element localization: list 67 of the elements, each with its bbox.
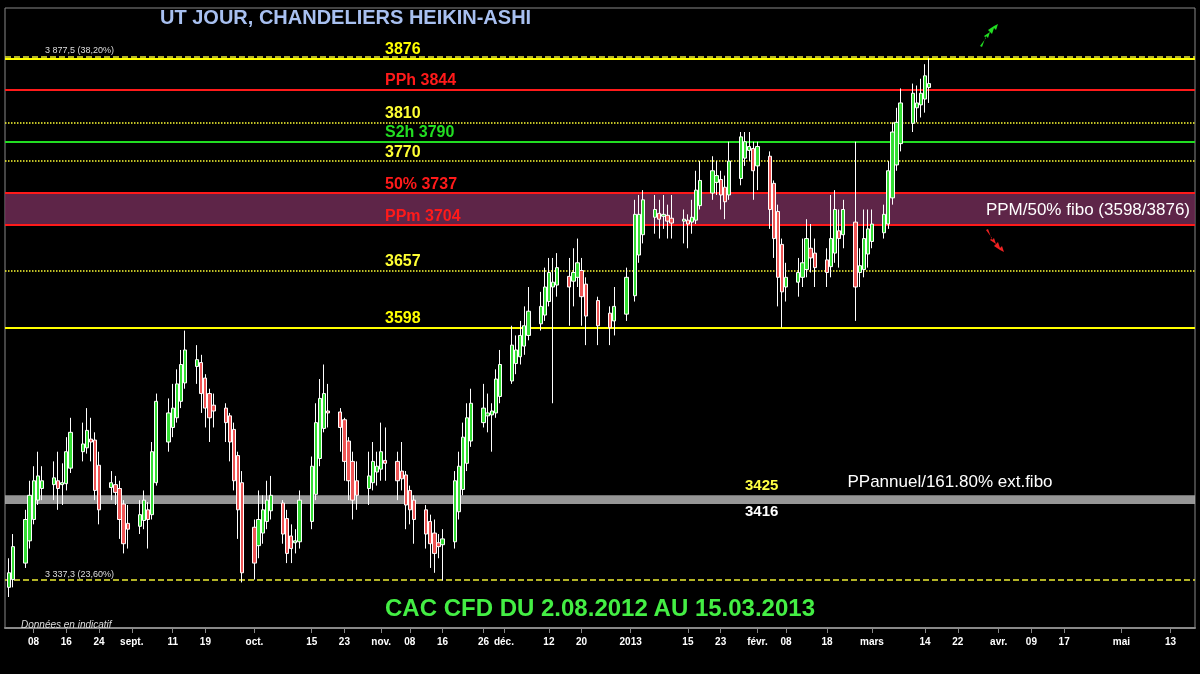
chart-title: UT JOUR, CHANDELIERS HEIKIN-ASHI [160,6,532,28]
x-tick-label: mars [859,635,885,647]
x-tick-label: 15 [682,635,694,647]
ref-line-label: 50% 3737 [385,174,458,192]
candlestick [383,426,387,482]
candlestick [379,422,383,482]
candlestick [624,267,629,322]
band-label: PPM/50% fibo (3598/3876) [985,199,1190,219]
x-tick-label: 20 [576,635,588,647]
candlestick [481,383,486,428]
ref-line-label: 3657 [385,252,421,270]
candlestick [551,257,555,404]
x-tick-label: 24 [93,635,106,647]
candlestick [56,451,60,511]
ref-line-label: PPm 3704 [385,206,461,224]
candlestick [510,325,514,385]
candlestick [682,209,686,244]
x-tick-label: sept. [120,635,144,647]
candlestick [739,131,743,186]
x-tick-label: oct. [245,635,264,647]
ref-line-label: 3 877,5 (38,20%) [45,45,115,56]
x-tick-label: 08 [28,635,40,647]
x-tick-label: 11 [167,635,179,647]
candlestick [710,155,715,201]
x-tick-label: avr. [990,635,1008,647]
x-tick-label: 23 [715,635,727,647]
ref-line-label: PPh 3844 [385,70,457,88]
ref-line-label: 3876 [385,39,421,57]
candlestick [669,194,674,240]
x-tick-label: 19 [199,635,212,647]
ref-line-label: 3810 [385,103,421,121]
x-tick-label: 14 [919,635,932,647]
candlestick [653,194,657,235]
candlestick [911,83,915,133]
x-tick-label: 2013 [619,635,643,647]
x-tick-label: 22 [952,635,964,647]
ref-line-label: 3770 [385,142,421,160]
x-tick-label: déc. [493,635,515,647]
x-tick-label: 09 [1025,635,1038,647]
x-tick-label: 16 [437,635,449,647]
candlestick [853,141,858,322]
x-tick-label: 18 [821,635,833,647]
x-tick-label: 26 [477,635,490,647]
x-tick-label: 17 [1058,635,1071,647]
candlestick [440,528,445,582]
x-tick-label: 16 [60,635,73,647]
x-tick-label: 13 [1164,635,1177,647]
x-tick-label: 08 [404,635,416,647]
ref-line-label: S2h 3790 [385,123,455,141]
annotation: 3425 [745,476,779,494]
candlestick [633,199,637,303]
ref-line-label: 3 337,3 (23,60%) [45,568,115,579]
x-tick-label: 23 [338,635,351,647]
ref-line-label: 3598 [385,309,421,327]
x-tick-label: nov. [371,635,392,647]
x-tick-label: mai [1112,635,1131,647]
candlestick [432,519,437,574]
annotation: 3416 [745,502,779,519]
x-tick-label: 08 [780,635,793,647]
band-label: PPannuel/161.80% ext.fibo [847,472,1053,492]
x-tick-label: 12 [543,635,555,647]
x-tick-label: 15 [306,635,318,647]
candlestick [297,489,302,550]
candlestick [596,296,600,346]
text: CAC CFD DU 2.08.2012 AU 15.03.2013 [385,593,815,621]
x-tick-label: févr. [747,635,768,647]
annotation: Données en indicatif [21,618,113,630]
